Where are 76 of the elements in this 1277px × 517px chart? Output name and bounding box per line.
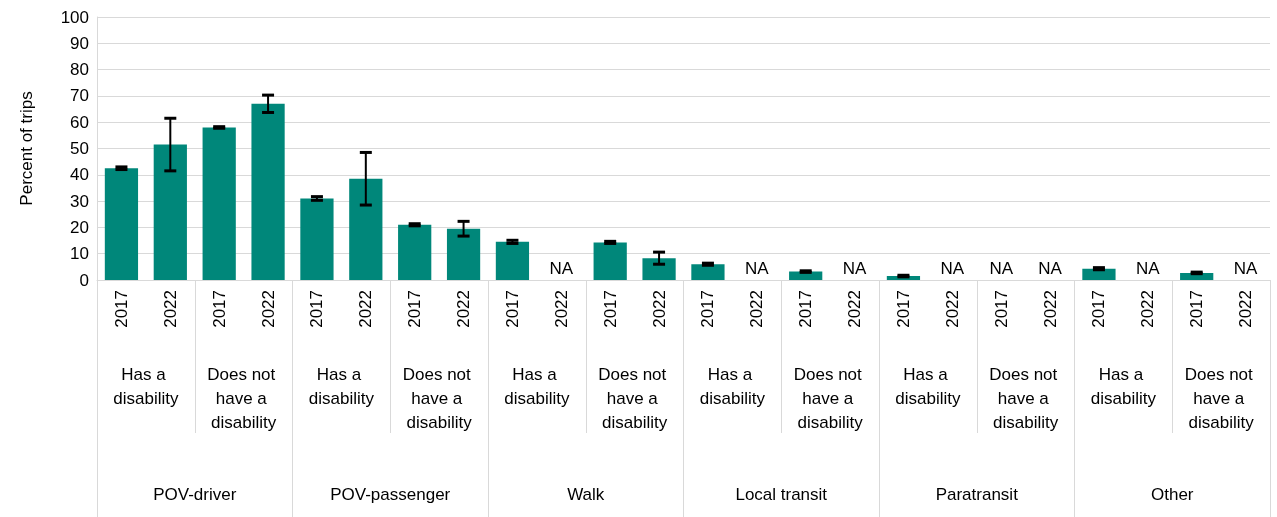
x-tick-label: 2017 <box>502 290 522 328</box>
bar <box>153 144 187 280</box>
x-tick-label: 2022 <box>258 290 278 328</box>
x-tick-label: 2017 <box>893 290 913 328</box>
x-tick-label: 2022 <box>356 290 376 328</box>
data-label: NA <box>940 259 965 278</box>
data-label: NA <box>549 259 574 278</box>
y-tick-label: 100 <box>60 7 89 27</box>
y-tick-label: 20 <box>70 217 89 237</box>
data-label: NA <box>745 259 770 278</box>
text: POV-driver <box>153 485 237 504</box>
data-label: NA <box>1136 259 1161 278</box>
x-tick-label: 2017 <box>796 290 816 328</box>
bar <box>691 264 725 280</box>
x-tick-label: 2022 <box>1138 290 1158 328</box>
x-tick-label: 2022 <box>942 290 962 328</box>
x-tick-label: 2022 <box>1040 290 1060 328</box>
y-tick-label: 70 <box>70 86 89 106</box>
text: Does not have a disability <box>207 364 281 432</box>
x-tick-label: 2017 <box>991 290 1011 328</box>
y-tick-label: 60 <box>70 112 89 132</box>
text: Paratransit <box>935 485 1019 504</box>
y-tick-label: 40 <box>70 165 89 185</box>
text: Does not have a disability <box>402 364 476 432</box>
bar <box>495 241 530 280</box>
x-tick-label: 2022 <box>747 290 767 328</box>
bar <box>1180 272 1214 280</box>
text: Does not have a disability <box>989 364 1063 432</box>
y-tick-label: 80 <box>70 60 89 80</box>
text: Does not have a disability <box>793 364 867 432</box>
text: Does not have a disability <box>598 364 672 432</box>
text: Walk <box>567 485 605 504</box>
x-tick-label: 2017 <box>698 290 718 328</box>
x-tick-label: 2017 <box>600 290 620 328</box>
bar <box>642 258 676 280</box>
y-axis-title: Percent of trips <box>17 91 36 206</box>
bar <box>398 224 432 280</box>
x-tick-label: 2022 <box>1236 290 1256 328</box>
y-tick-label: 90 <box>70 33 89 53</box>
x-tick-label: 2017 <box>209 290 229 328</box>
y-tick-label: 0 <box>79 270 89 290</box>
data-label: NA <box>989 259 1014 278</box>
text: Other <box>1150 485 1194 504</box>
data-label: NA <box>842 259 868 278</box>
x-tick-label: 2022 <box>454 290 474 328</box>
text: Has a disability <box>308 364 375 408</box>
text: POV-passenger <box>330 485 451 504</box>
x-tick-label: 2022 <box>551 290 571 328</box>
x-tick-label: 2022 <box>160 290 180 328</box>
text: Local transit <box>735 485 828 504</box>
y-tick-label: 30 <box>70 191 89 211</box>
text: Has a disability <box>504 364 570 408</box>
x-tick-label: 2017 <box>405 290 425 328</box>
bar <box>202 127 236 280</box>
text: Has a disability <box>113 364 179 408</box>
bar <box>1082 268 1116 280</box>
x-tick-label: 2017 <box>1089 290 1109 328</box>
bar <box>104 168 139 280</box>
y-tick-label: 10 <box>70 244 89 264</box>
bar <box>251 103 285 280</box>
data-label: NA <box>1038 259 1063 278</box>
text: Has a disability <box>699 364 766 408</box>
text: Does not have a disability <box>1184 364 1258 432</box>
bar <box>593 242 627 280</box>
text: Has a disability <box>895 364 961 408</box>
x-tick-label: 2022 <box>845 290 865 328</box>
y-tick-label: 50 <box>70 139 89 158</box>
bar <box>446 228 481 280</box>
bar <box>349 178 383 280</box>
x-tick-label: 2017 <box>307 290 327 328</box>
bar <box>300 198 334 280</box>
x-tick-label: 2017 <box>1187 290 1207 328</box>
text: Has a disability <box>1090 364 1157 408</box>
x-tick-label: 2022 <box>649 290 669 328</box>
x-tick-label: 2017 <box>111 290 131 328</box>
data-label: NA <box>1233 259 1259 278</box>
